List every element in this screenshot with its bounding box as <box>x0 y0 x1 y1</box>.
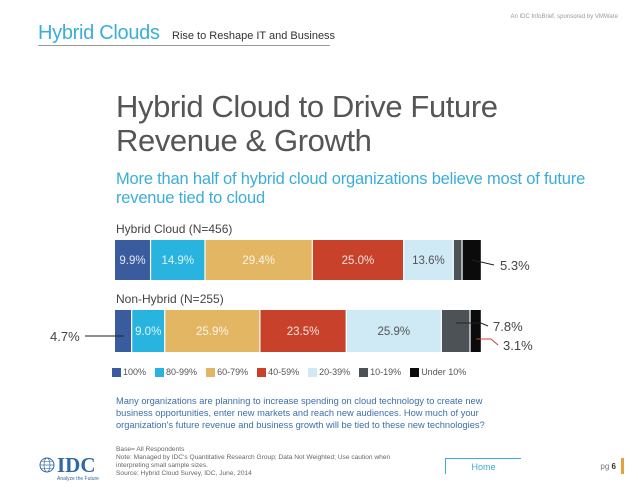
bar-segment-0-3 <box>312 240 404 280</box>
callout-label-1-5: 7.8% <box>493 319 523 334</box>
logo-globe-icon <box>39 457 55 473</box>
legend-swatch-1 <box>155 367 165 377</box>
legend-label-0: 100% <box>123 367 147 377</box>
bar-segment-0-2 <box>205 240 312 280</box>
data-label-1-2: 25.9% <box>196 326 229 338</box>
legend-swatch-2 <box>206 367 216 377</box>
bar-title-nonhybrid: Non-Hybrid (N=255) <box>116 292 224 306</box>
source-note: Note: Managed by IDC's Quantitative Rese… <box>116 454 391 469</box>
legend-item-3: 40-59% <box>257 367 299 377</box>
legend-label-5: 10-19% <box>370 367 402 377</box>
page-accent-bar <box>621 458 624 474</box>
sponsor-note: An IDC InfoBrief, sponsored by VMWare <box>510 14 619 20</box>
logo-text: IDC <box>57 453 96 477</box>
legend-item-2: 60-79% <box>206 367 248 377</box>
brand-title: Hybrid Clouds <box>38 22 160 44</box>
data-label-0-4: 13.6% <box>412 255 445 267</box>
callout-line-1-6 <box>476 338 499 346</box>
idc-logo: IDC Analyze the Future <box>39 453 99 482</box>
bar-segment-1-1 <box>132 310 165 352</box>
bar-segment-1-3 <box>260 310 346 352</box>
legend-swatch-6 <box>410 367 420 377</box>
data-label-1-4: 25.9% <box>377 326 410 338</box>
data-label-0-2: 29.4% <box>242 255 275 267</box>
bar-segment-0-0 <box>115 240 150 280</box>
home-button[interactable]: Home <box>445 458 521 474</box>
data-label-1-1: 9.0% <box>135 326 161 338</box>
page-number: 6 <box>611 462 616 471</box>
legend-swatch-0 <box>112 367 121 377</box>
data-label-1-3: 23.5% <box>287 326 320 338</box>
logo-tagline: Analyze the Future <box>57 476 99 482</box>
legend-item-1: 80-99% <box>155 367 197 377</box>
legend-label-3: 40-59% <box>268 367 300 377</box>
bar-segment-0-5 <box>453 240 462 280</box>
data-label-0-3: 25.0% <box>342 255 375 267</box>
callout-label-0-6: 5.3% <box>500 258 530 273</box>
bar-segment-1-4 <box>346 310 441 352</box>
legend-label-4: 20-39% <box>319 367 351 377</box>
brand-subtitle: Rise to Reshape IT and Business <box>172 30 336 42</box>
callout-line-0-6 <box>472 259 495 266</box>
header-divider <box>38 45 330 46</box>
data-label-0-0: 9.9% <box>119 255 145 267</box>
page-title: Hybrid Cloud to Drive Future Revenue & G… <box>116 89 498 158</box>
bar-segment-1-0 <box>115 310 132 352</box>
page-prefix: pg <box>600 462 610 471</box>
legend-swatch-3 <box>257 367 267 377</box>
legend-item-6: Under 10% <box>410 367 466 377</box>
legend-label-6: Under 10% <box>421 367 467 377</box>
legend-item-0: 100% <box>112 367 146 377</box>
callout-label-1-6: 3.1% <box>503 338 533 353</box>
legend-item-5: 10-19% <box>359 367 401 377</box>
legend-item-4: 20-39% <box>308 367 350 377</box>
legend-label-2: 60-79% <box>217 367 249 377</box>
source-citation: Source: Hybrid Cloud Survey, IDC, June, … <box>116 470 252 477</box>
page-indicator: pg 6 <box>600 462 616 471</box>
legend-label-1: 80-99% <box>166 367 198 377</box>
legend-swatch-4 <box>308 367 318 377</box>
survey-question: Many organizations are planning to incre… <box>116 396 485 430</box>
page-subtitle: More than half of hybrid cloud organizat… <box>116 170 586 207</box>
legend-swatch-5 <box>359 367 369 377</box>
bar-segment-1-2 <box>165 310 260 352</box>
source-base: Base= All Respondents <box>116 446 185 453</box>
bar-segment-1-6 <box>470 310 481 352</box>
source-notes: Base= All Respondents Note: Managed by I… <box>116 446 416 478</box>
bar-segment-1-5 <box>441 310 470 352</box>
bar-segment-0-6 <box>462 240 481 280</box>
bar-title-hybrid: Hybrid Cloud (N=456) <box>116 222 233 236</box>
chart-legend: 100% 80-99% 60-79% 40-59% 20-39% 10-19% Under … <box>112 367 466 377</box>
data-label-0-1: 14.9% <box>161 255 194 267</box>
bar-segment-0-1 <box>151 240 205 280</box>
header-bar: Hybrid Clouds Rise to Reshape IT and Bus… <box>0 0 638 58</box>
callout-line-1-5 <box>456 322 489 327</box>
callout-label-1-0: 4.7% <box>50 329 80 344</box>
bar-segment-0-4 <box>404 240 453 280</box>
